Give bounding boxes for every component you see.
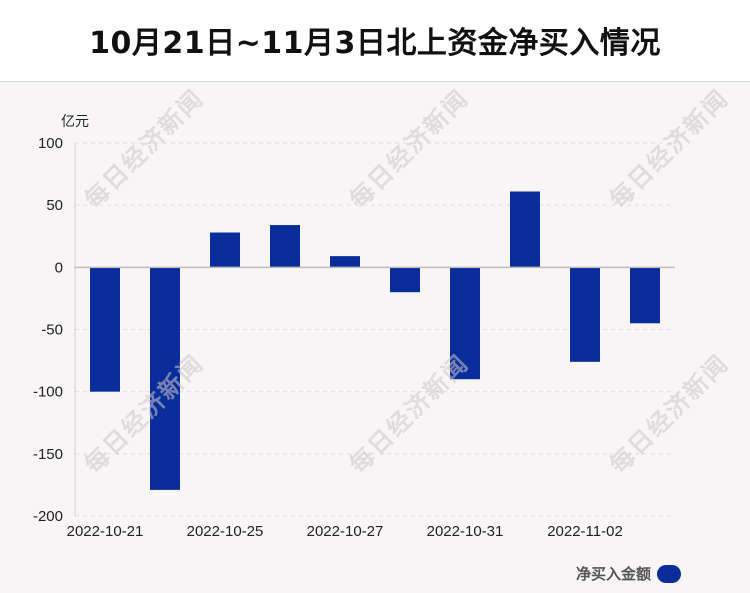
chart-title: 10月21日~11月3日北上资金净买入情况 — [89, 26, 661, 61]
y-axis-unit-label: 亿元 — [61, 114, 89, 130]
x-tick-label: 2022-10-27 — [307, 523, 384, 540]
y-tick-label: 50 — [46, 197, 63, 214]
bar — [390, 267, 420, 293]
legend-swatch — [657, 564, 682, 583]
legend: 净买入金额 — [576, 563, 682, 584]
x-tick-label: 2022-10-21 — [67, 523, 144, 540]
y-tick-label: -200 — [33, 508, 63, 525]
x-tick-label: 2022-11-02 — [547, 523, 623, 540]
y-tick-label: 100 — [38, 135, 63, 152]
y-tick-label: -100 — [33, 384, 63, 401]
bar — [450, 267, 480, 380]
bar — [270, 225, 300, 268]
header-bar: 10月21日~11月3日北上资金净买入情况 — [0, 0, 750, 82]
bar — [90, 267, 120, 392]
y-tick-label: -50 — [41, 322, 63, 339]
bar — [330, 256, 360, 268]
bar — [510, 191, 540, 268]
bar — [630, 267, 660, 324]
bar — [210, 232, 240, 268]
legend-label: 净买入金额 — [576, 565, 652, 583]
y-tick-label: 0 — [55, 259, 63, 276]
x-tick-label: 2022-10-25 — [187, 523, 264, 540]
y-tick-label: -150 — [33, 446, 63, 463]
bar — [150, 267, 180, 490]
x-tick-label: 2022-10-31 — [427, 523, 504, 540]
bar — [570, 267, 600, 362]
